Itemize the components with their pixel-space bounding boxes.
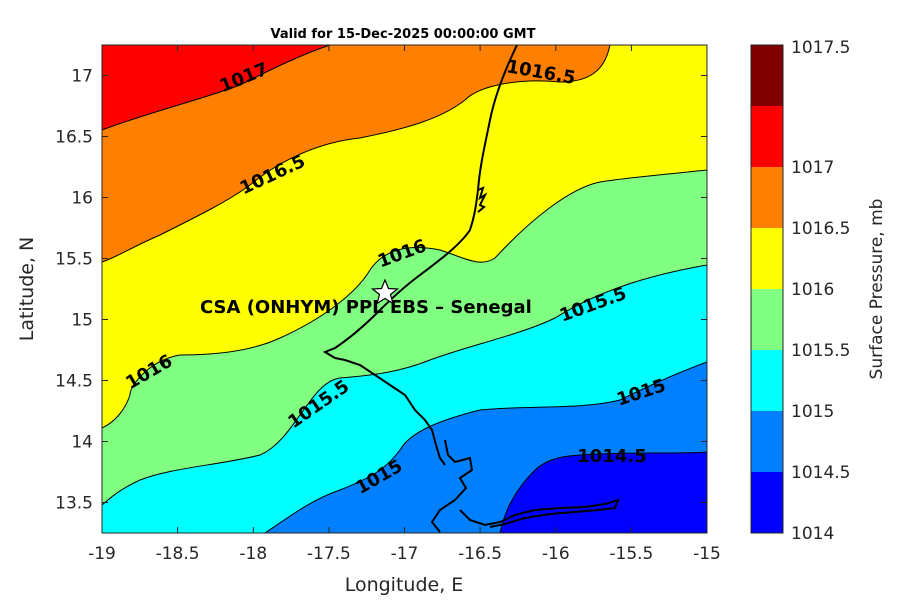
colorbar-tick-label: 1016.5 xyxy=(791,219,850,239)
y-tick-label: 16 xyxy=(71,189,93,209)
star-icon xyxy=(370,278,400,305)
x-tick-label: -18.5 xyxy=(156,544,200,564)
coastline-layer xyxy=(322,45,620,533)
y-tick-label: 16.5 xyxy=(55,128,93,148)
y-axis-label: Latitude, N xyxy=(16,237,38,342)
colorbar-tick-label: 1014.5 xyxy=(791,463,850,483)
colorbar-tick-label: 1016 xyxy=(791,280,834,300)
coastline-south xyxy=(430,439,620,533)
map-title: Valid for 15-Dec-2025 00:00:00 GMT xyxy=(271,27,536,42)
colorbar-tick-label: 1017 xyxy=(791,158,834,178)
colorbar-segment xyxy=(751,45,783,106)
x-tick-label: -17.5 xyxy=(307,544,351,564)
colorbar-tick-label: 1015.5 xyxy=(791,341,850,361)
band-1017-1017.5 xyxy=(102,45,331,131)
x-tick-label: -18 xyxy=(239,544,267,564)
colorbar-segment xyxy=(751,411,783,472)
x-axis-label: Longitude, E xyxy=(345,574,464,596)
colorbar-segment xyxy=(751,106,783,167)
colorbar-frame xyxy=(750,44,784,534)
band-1016.5-1017 xyxy=(102,45,707,263)
contour-label: 1014.5 xyxy=(577,446,646,467)
y-tick-labels: 13.5 14 14.5 15 15.5 16 16.5 17 xyxy=(55,67,93,514)
colorbar: 1014 1014.5 1015 1015.5 1016 1016.5 1017… xyxy=(750,38,887,544)
colorbar-segment xyxy=(751,228,783,289)
contour-fill-layer xyxy=(102,45,707,533)
colorbar-tick-label: 1017.5 xyxy=(791,38,850,58)
colorbar-tick-label: 1015 xyxy=(791,402,834,422)
y-tick-label: 15 xyxy=(71,311,93,331)
colorbar-segment xyxy=(751,472,783,533)
x-tick-label: -15.5 xyxy=(609,544,653,564)
x-tick-label: -16.5 xyxy=(458,544,502,564)
y-tick-label: 14.5 xyxy=(55,372,93,392)
colorbar-tick-label: 1014 xyxy=(791,524,834,544)
x-tick-label: -19 xyxy=(88,544,116,564)
y-tick-label: 14 xyxy=(71,433,93,453)
y-tick-label: 15.5 xyxy=(55,250,93,270)
y-tick-label: 13.5 xyxy=(55,494,93,514)
colorbar-segment xyxy=(751,289,783,350)
x-tick-label: -17 xyxy=(391,544,419,564)
senegal-river-line xyxy=(322,45,518,466)
colorbar-segment xyxy=(751,350,783,411)
x-tick-label: -16 xyxy=(542,544,570,564)
tick-marks xyxy=(101,45,708,533)
colorbar-label: Surface Pressure, mb xyxy=(867,199,887,380)
site-label: CSA (ONHYM) PPL EBS – Senegal xyxy=(200,297,532,318)
colorbar-segment xyxy=(751,167,783,228)
y-tick-label: 17 xyxy=(71,67,93,87)
band-1014-1014.5 xyxy=(499,451,707,533)
x-tick-labels: -19 -18.5 -18 -17.5 -17 -16.5 -16 -15.5 … xyxy=(88,544,721,564)
x-tick-label: -15 xyxy=(693,544,721,564)
coast-detail-line xyxy=(477,186,488,213)
